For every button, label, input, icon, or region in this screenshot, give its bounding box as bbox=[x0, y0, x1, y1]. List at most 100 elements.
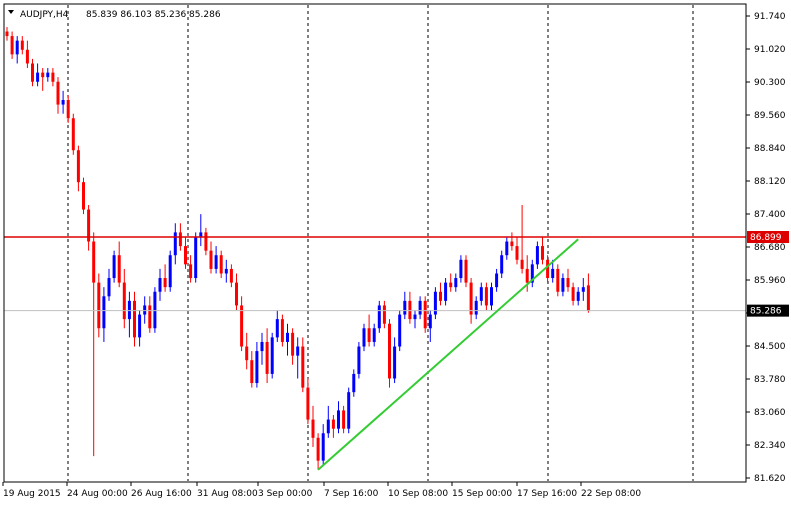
y-tick-label: 83.780 bbox=[754, 375, 786, 385]
resistance-price-label: 86.899 bbox=[750, 233, 782, 243]
candle-body bbox=[301, 346, 305, 388]
candle-body bbox=[148, 305, 152, 329]
trendline bbox=[317, 238, 579, 471]
candle-body bbox=[357, 346, 361, 374]
candle-body bbox=[102, 296, 106, 329]
candle-body bbox=[235, 282, 238, 306]
candle-body bbox=[66, 100, 70, 119]
candle-body bbox=[229, 268, 233, 283]
candle-body bbox=[464, 259, 468, 283]
candle-body bbox=[352, 373, 356, 393]
candle-body bbox=[270, 337, 274, 374]
candle-body bbox=[158, 278, 162, 292]
candle-body bbox=[76, 150, 80, 183]
candle-body bbox=[372, 328, 376, 342]
candle-body bbox=[291, 332, 295, 356]
candle-body bbox=[163, 278, 167, 288]
candle-body bbox=[87, 209, 91, 242]
candle-body bbox=[403, 300, 407, 315]
lines-layer bbox=[4, 236, 746, 471]
candle-body bbox=[423, 300, 427, 329]
candle-body bbox=[184, 246, 187, 265]
symbol-label: AUDJPY,H4 bbox=[20, 10, 69, 20]
candle-body bbox=[138, 314, 142, 338]
chevron-down-icon[interactable] bbox=[8, 10, 14, 14]
current-price-box bbox=[747, 304, 789, 317]
candle-body bbox=[61, 100, 65, 105]
candle-body bbox=[469, 282, 473, 315]
candle-body bbox=[189, 264, 193, 279]
candle-body bbox=[41, 72, 45, 78]
x-axis: 19 Aug 2015 24 Aug 00:00 26 Aug 16:00 31 Au… bbox=[2, 482, 641, 499]
candle-body bbox=[444, 282, 448, 301]
candle-body bbox=[418, 300, 422, 315]
candle-body bbox=[326, 419, 330, 434]
candle-body bbox=[495, 273, 499, 288]
y-tick-label: 91.020 bbox=[754, 45, 786, 55]
candle-body bbox=[112, 255, 116, 279]
x-tick-label: 22 Sep 08:00 bbox=[581, 489, 641, 499]
candle-body bbox=[413, 314, 417, 320]
candle-body bbox=[214, 255, 218, 269]
y-tick-label: 81.620 bbox=[754, 474, 786, 484]
candle-body bbox=[10, 36, 14, 55]
candle-body bbox=[306, 387, 310, 420]
ohlc-readout: 85.839 86.103 85.236 85.286 bbox=[86, 10, 221, 20]
candle-body bbox=[479, 287, 483, 301]
candle-body bbox=[97, 282, 101, 329]
candle-body bbox=[143, 305, 147, 315]
plot-frame bbox=[3, 3, 747, 483]
y-tick-label: 89.560 bbox=[754, 111, 786, 121]
candle-body bbox=[265, 341, 269, 374]
candle-body bbox=[168, 255, 172, 288]
candle-body bbox=[505, 241, 509, 256]
candle-body bbox=[71, 118, 75, 151]
candle-body bbox=[51, 72, 55, 82]
candle-body bbox=[286, 332, 289, 342]
x-tick-label: 10 Sep 08:00 bbox=[388, 489, 448, 499]
candle-body bbox=[56, 81, 60, 105]
candle-body bbox=[535, 246, 539, 265]
candle-body bbox=[337, 410, 340, 429]
x-tick-label: 24 Aug 00:00 bbox=[67, 489, 128, 499]
x-tick-label: 15 Sep 00:00 bbox=[452, 489, 512, 499]
candle-body bbox=[530, 264, 534, 283]
candle-body bbox=[500, 255, 504, 274]
candle-body bbox=[224, 268, 228, 274]
candle-body bbox=[576, 291, 580, 301]
candles-layer bbox=[5, 26, 590, 470]
candle-body bbox=[92, 241, 96, 283]
current-price-label: 85.286 bbox=[750, 307, 782, 317]
candle-body bbox=[240, 305, 244, 347]
candle-body bbox=[127, 300, 131, 320]
candle-body bbox=[428, 314, 432, 329]
y-tick-label: 87.400 bbox=[754, 210, 786, 220]
candle-body bbox=[204, 232, 208, 251]
candle-body bbox=[194, 236, 198, 279]
x-tick-label: 31 Aug 08:00 bbox=[197, 489, 258, 499]
candle-body bbox=[566, 278, 570, 288]
candle-body bbox=[122, 282, 126, 320]
candle-body bbox=[525, 268, 529, 283]
candle-body bbox=[153, 291, 157, 329]
candle-body bbox=[331, 419, 335, 429]
y-tick-label: 88.120 bbox=[754, 177, 786, 187]
candle-body bbox=[5, 31, 9, 37]
y-axis: 91.740 91.020 90.300 89.560 88.840 88.120 87.4… bbox=[746, 12, 789, 484]
candle-body bbox=[46, 72, 50, 78]
candle-body bbox=[296, 346, 300, 356]
candle-body bbox=[449, 282, 453, 288]
candle-body bbox=[581, 287, 585, 292]
candle-body bbox=[377, 305, 381, 329]
candle-body bbox=[250, 360, 254, 384]
candle-body bbox=[474, 300, 478, 315]
candle-body bbox=[15, 40, 19, 55]
y-tick-label: 84.500 bbox=[754, 342, 786, 352]
candle-body bbox=[107, 278, 111, 297]
y-tick-label: 85.960 bbox=[754, 276, 786, 286]
candle-body bbox=[311, 419, 315, 438]
candle-body bbox=[393, 346, 397, 379]
candle-body bbox=[520, 259, 524, 269]
candle-body bbox=[280, 319, 284, 342]
